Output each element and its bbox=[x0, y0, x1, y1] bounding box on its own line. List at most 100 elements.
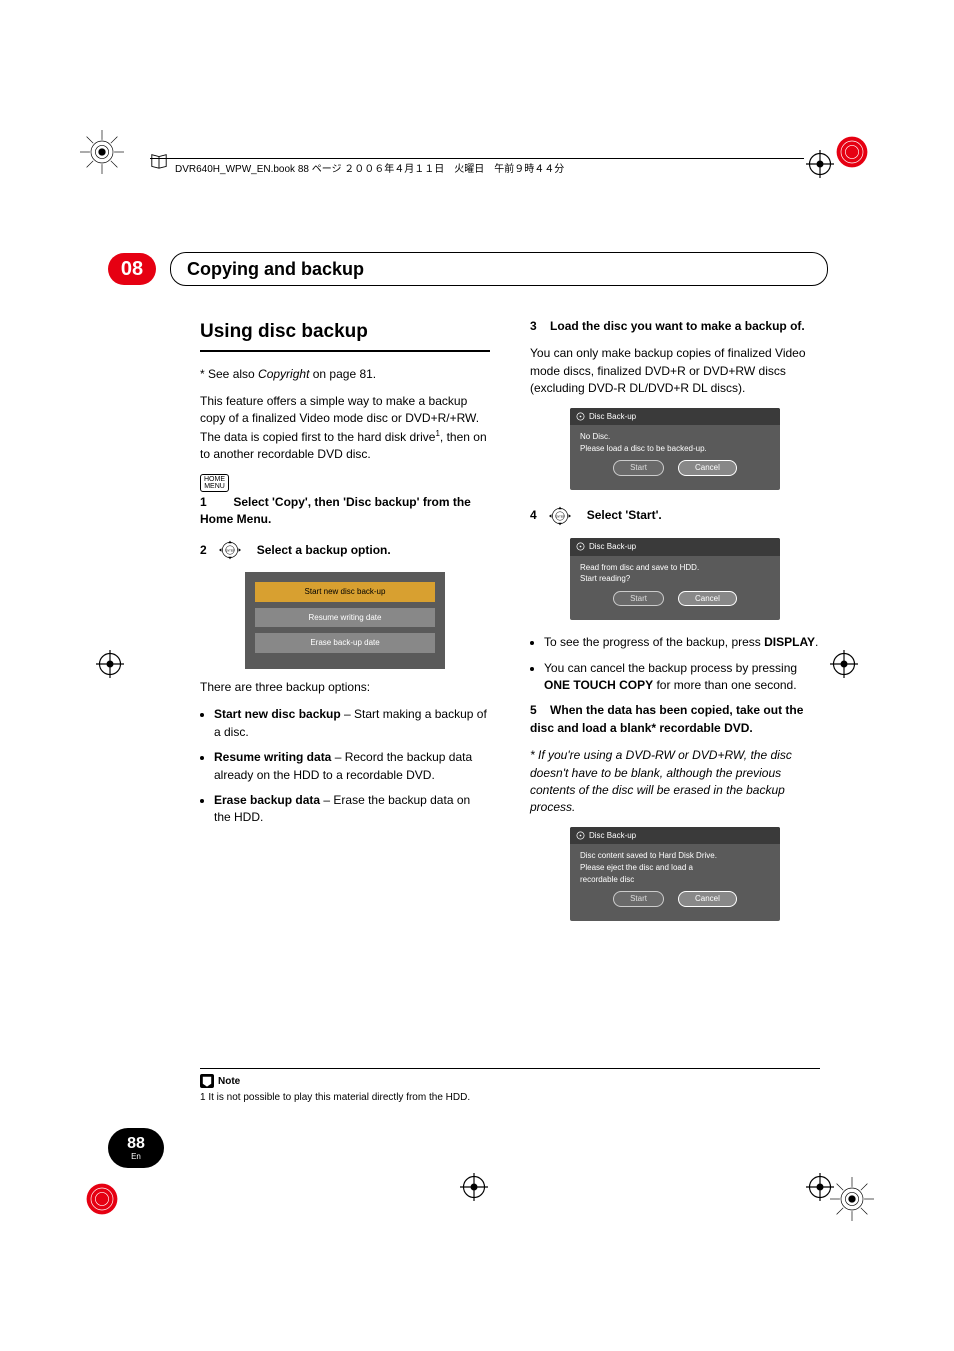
options-list: Start new disc backup – Start making a b… bbox=[200, 706, 490, 826]
enter-icon: ENTER bbox=[543, 504, 577, 528]
dialog-line-1: Disc content saved to Hard Disk Drive. bbox=[580, 850, 770, 862]
chapter-header: 08 Copying and backup bbox=[108, 252, 828, 286]
bullet-1c: . bbox=[815, 635, 818, 649]
page-lang: En bbox=[131, 1152, 141, 1161]
start-button: Start bbox=[613, 460, 664, 476]
page-number: 88 bbox=[127, 1136, 145, 1152]
bullet-2a: You can cancel the backup process by pre… bbox=[544, 661, 797, 675]
step-5-note: * If you're using a DVD-RW or DVD+RW, th… bbox=[530, 747, 820, 817]
see-also-prefix: * See also bbox=[200, 367, 258, 381]
bullet-2b: ONE TOUCH COPY bbox=[544, 678, 653, 692]
see-also: * See also Copyright on page 81. bbox=[200, 366, 490, 383]
left-column: Using disc backup * See also Copyright o… bbox=[200, 318, 490, 935]
note-icon bbox=[200, 1074, 214, 1088]
menu-opt-2: Resume writing date bbox=[255, 608, 435, 628]
three-options-intro: There are three backup options: bbox=[200, 679, 490, 696]
see-also-ref: Copyright bbox=[258, 367, 309, 381]
disc-icon bbox=[576, 831, 585, 840]
chapter-title: Copying and backup bbox=[170, 252, 828, 286]
see-also-suffix: on page 81. bbox=[309, 367, 376, 381]
header-rule bbox=[150, 158, 804, 159]
enter-icon: ENTER bbox=[213, 538, 247, 562]
step-3-body: You can only make backup copies of final… bbox=[530, 345, 820, 397]
step-4: 4 ENTER Select 'Start'. bbox=[530, 504, 820, 528]
menu-opt-3: Erase back-up date bbox=[255, 633, 435, 653]
reg-mark-top bbox=[806, 150, 834, 178]
start-button: Start bbox=[613, 591, 664, 607]
step-2-num: 2 bbox=[200, 542, 207, 559]
bullet-2c: for more than one second. bbox=[653, 678, 796, 692]
step-3: 3 Load the disc you want to make a backu… bbox=[530, 318, 820, 335]
content-columns: Using disc backup * See also Copyright o… bbox=[200, 318, 820, 935]
intro-paragraph: This feature offers a simple way to make… bbox=[200, 393, 490, 464]
dialog-title-text: Disc Back-up bbox=[589, 541, 636, 553]
list-item: To see the progress of the backup, press… bbox=[544, 634, 820, 651]
cancel-button: Cancel bbox=[678, 891, 737, 907]
step-2: 2 ENTER Select a backup option. bbox=[200, 538, 490, 562]
right-column: 3 Load the disc you want to make a backu… bbox=[530, 318, 820, 935]
corner-mark-tr bbox=[830, 130, 874, 174]
step-5-num: 5 bbox=[530, 703, 537, 717]
step-3-num: 3 bbox=[530, 319, 537, 333]
home-menu-icon: HOMEMENU bbox=[200, 474, 490, 492]
footnote-text: 1 It is not possible to play this materi… bbox=[200, 1092, 470, 1103]
footnote-rule bbox=[200, 1068, 820, 1069]
dialog-title-text: Disc Back-up bbox=[589, 411, 636, 423]
backup-menu-ui: Start new disc back-up Resume writing da… bbox=[245, 572, 445, 669]
b2-label: Resume writing data bbox=[214, 750, 331, 764]
dialog-line-3: recordable disc bbox=[580, 874, 770, 886]
svg-text:ENTER: ENTER bbox=[555, 515, 564, 519]
page-number-badge: 88 En bbox=[108, 1128, 164, 1168]
dialog-content-saved: Disc Back-up Disc content saved to Hard … bbox=[570, 827, 780, 921]
dialog-title: Disc Back-up bbox=[570, 538, 780, 556]
bullet-1a: To see the progress of the backup, press bbox=[544, 635, 764, 649]
heading-rule bbox=[200, 350, 490, 352]
dialog-no-disc: Disc Back-up No Disc. Please load a disc… bbox=[570, 408, 780, 490]
b1-label: Start new disc backup bbox=[214, 707, 341, 721]
cancel-button: Cancel bbox=[678, 591, 737, 607]
home-icon-l2: MENU bbox=[204, 483, 225, 490]
disc-icon bbox=[576, 542, 585, 551]
dialog-read-disc: Disc Back-up Read from disc and save to … bbox=[570, 538, 780, 620]
step-1-title: Select 'Copy', then 'Disc backup' from t… bbox=[200, 495, 471, 526]
disc-icon bbox=[576, 412, 585, 421]
step-4-title: Select 'Start'. bbox=[587, 507, 662, 524]
step-1-num: 1 bbox=[200, 495, 207, 509]
list-item: Resume writing data – Record the backup … bbox=[214, 749, 490, 784]
dialog-line-1: No Disc. bbox=[580, 431, 770, 443]
menu-opt-1: Start new disc back-up bbox=[255, 582, 435, 602]
running-header: DVR640H_WPW_EN.book 88 ページ ２００６年４月１１日 火曜… bbox=[175, 160, 564, 175]
dialog-title: Disc Back-up bbox=[570, 408, 780, 426]
chapter-number: 08 bbox=[108, 253, 156, 285]
svg-text:ENTER: ENTER bbox=[225, 549, 234, 553]
step-3-title: Load the disc you want to make a backup … bbox=[550, 319, 805, 333]
progress-bullets: To see the progress of the backup, press… bbox=[530, 634, 820, 694]
section-heading: Using disc backup bbox=[200, 318, 490, 346]
list-item: Erase backup data – Erase the backup dat… bbox=[214, 792, 490, 827]
bullet-1b: DISPLAY bbox=[764, 635, 815, 649]
step-5-title: When the data has been copied, take out … bbox=[530, 703, 803, 734]
step-5: 5 When the data has been copied, take ou… bbox=[530, 702, 820, 737]
reg-mark-bottom bbox=[460, 1173, 488, 1201]
step-1: 1 Select 'Copy', then 'Disc backup' from… bbox=[200, 494, 490, 529]
reg-mark-left bbox=[96, 650, 124, 678]
reg-mark-right bbox=[830, 650, 858, 678]
note-label: Note bbox=[218, 1076, 240, 1087]
page: DVR640H_WPW_EN.book 88 ページ ２００６年４月１１日 火曜… bbox=[0, 0, 954, 1351]
book-icon bbox=[150, 152, 168, 170]
home-icon-l1: HOME bbox=[204, 476, 225, 483]
dialog-line-2: Please eject the disc and load a bbox=[580, 862, 770, 874]
corner-mark-bl bbox=[80, 1177, 124, 1221]
list-item: Start new disc backup – Start making a b… bbox=[214, 706, 490, 741]
corner-mark-br bbox=[830, 1177, 874, 1221]
dialog-line-1: Read from disc and save to HDD. bbox=[580, 562, 770, 574]
list-item: You can cancel the backup process by pre… bbox=[544, 660, 820, 695]
step-4-num: 4 bbox=[530, 507, 537, 524]
step-2-title: Select a backup option. bbox=[257, 542, 391, 559]
dialog-title: Disc Back-up bbox=[570, 827, 780, 845]
note-label-row: Note bbox=[200, 1074, 240, 1088]
corner-mark-tl bbox=[80, 130, 124, 174]
dialog-line-2: Please load a disc to be backed-up. bbox=[580, 443, 770, 455]
cancel-button: Cancel bbox=[678, 460, 737, 476]
dialog-title-text: Disc Back-up bbox=[589, 830, 636, 842]
